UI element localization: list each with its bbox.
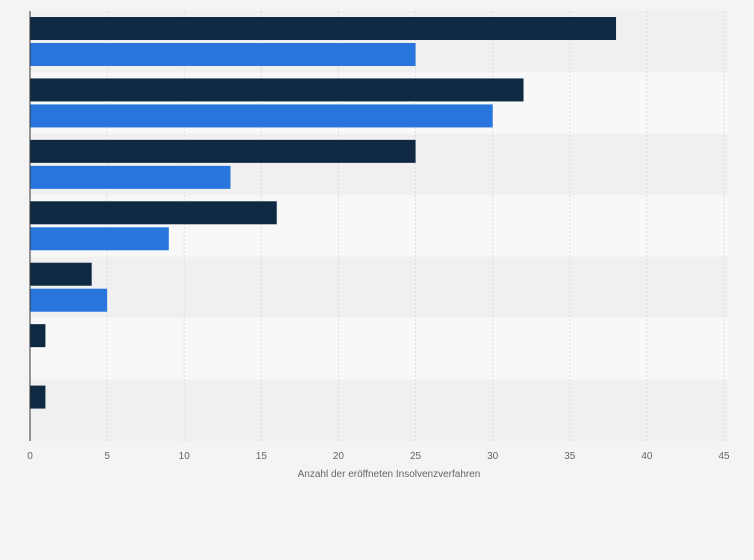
x-tick-label: 15 [256, 451, 268, 462]
bar-series-2[interactable] [30, 227, 169, 251]
x-tick-label: 5 [104, 451, 110, 462]
category-band [30, 379, 728, 441]
x-tick-label: 45 [718, 451, 730, 462]
category-bands [30, 11, 728, 441]
bar-series-2[interactable] [30, 288, 108, 312]
x-tick-label: 0 [27, 451, 33, 462]
bar-series-1[interactable] [30, 201, 277, 225]
x-axis-title: Anzahl der eröffneten Insolvenzverfahren [298, 469, 481, 480]
x-tick-labels: 0 5 10 15 20 25 30 35 40 45 [27, 451, 730, 462]
bar-series-1[interactable] [30, 385, 46, 409]
bar-series-1[interactable] [30, 17, 617, 40]
bars [30, 17, 617, 409]
category-band [30, 256, 728, 319]
category-band [30, 318, 728, 380]
bar-series-2[interactable] [30, 165, 231, 189]
x-tick-label: 40 [641, 451, 653, 462]
x-tick-label: 20 [333, 451, 345, 462]
bar-series-2[interactable] [30, 43, 416, 66]
x-tick-label: 30 [487, 451, 499, 462]
x-tick-label: 35 [564, 451, 576, 462]
bar-series-1[interactable] [30, 262, 92, 286]
bar-series-1[interactable] [30, 324, 46, 348]
x-tick-label: 25 [410, 451, 422, 462]
bar-series-1[interactable] [30, 139, 416, 163]
bar-series-2[interactable] [30, 104, 493, 128]
bar-series-1[interactable] [30, 78, 524, 102]
x-tick-label: 10 [179, 451, 191, 462]
